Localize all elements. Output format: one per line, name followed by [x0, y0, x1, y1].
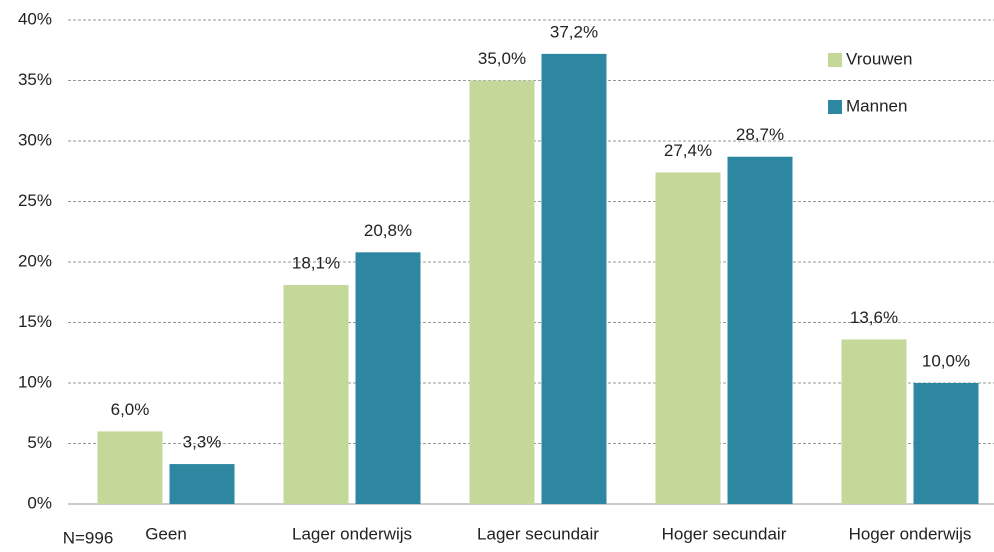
bar: [283, 284, 349, 504]
bar: [913, 383, 979, 504]
value-label: 35,0%: [478, 49, 526, 68]
value-label: 28,7%: [736, 125, 784, 144]
value-label: 6,0%: [111, 400, 150, 419]
y-tick-label: 5%: [27, 433, 52, 452]
value-label: 37,2%: [550, 22, 598, 41]
bar: [97, 431, 163, 504]
value-label: 20,8%: [364, 221, 412, 240]
value-label: 27,4%: [664, 141, 712, 160]
legend-label: Mannen: [846, 96, 907, 115]
y-tick-label: 15%: [18, 312, 52, 331]
y-tick-label: 0%: [27, 493, 52, 512]
note: N=996: [63, 528, 114, 547]
y-tick-label: 20%: [18, 251, 52, 270]
y-tick-label: 25%: [18, 191, 52, 210]
bar: [841, 339, 907, 504]
bar: [169, 464, 235, 504]
legend-swatch: [828, 100, 842, 114]
y-tick-label: 10%: [18, 372, 52, 391]
bar: [469, 80, 535, 504]
x-tick-label: Hoger secundair: [662, 524, 787, 543]
x-tick-label: Lager secundair: [477, 524, 599, 543]
value-label: 18,1%: [292, 253, 340, 272]
y-tick-label: 30%: [18, 130, 52, 149]
y-tick-label: 35%: [18, 70, 52, 89]
x-tick-label: Lager onderwijs: [292, 524, 412, 543]
value-label: 3,3%: [183, 433, 222, 452]
value-label: 13,6%: [850, 308, 898, 327]
value-label: 10,0%: [922, 351, 970, 370]
bar: [541, 53, 607, 504]
x-tick-label: Hoger onderwijs: [849, 524, 972, 543]
x-tick-label: Geen: [145, 524, 187, 543]
legend-label: Vrouwen: [846, 49, 912, 68]
bar: [355, 252, 421, 504]
bar: [727, 156, 793, 505]
bar: [655, 172, 721, 504]
y-tick-label: 40%: [18, 9, 52, 28]
legend-swatch: [828, 53, 842, 67]
